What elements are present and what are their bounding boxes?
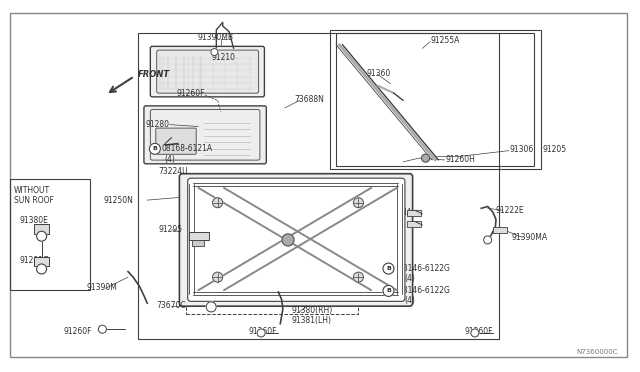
Text: B: B [386, 288, 391, 294]
Text: FRONT: FRONT [138, 70, 170, 79]
FancyBboxPatch shape [179, 174, 413, 306]
Text: 91380(RH): 91380(RH) [292, 306, 333, 315]
Text: 91201G: 91201G [19, 256, 49, 265]
Text: 91360: 91360 [366, 69, 390, 78]
Text: 08146-6122G: 08146-6122G [398, 286, 450, 295]
Text: 91260F: 91260F [465, 327, 493, 336]
Text: (4): (4) [164, 155, 175, 164]
Text: 91390M: 91390M [86, 283, 117, 292]
Text: 91255A: 91255A [430, 36, 460, 45]
Text: (4): (4) [404, 296, 415, 305]
Text: N7360000C: N7360000C [576, 349, 618, 355]
Text: 08146-6122G: 08146-6122G [398, 264, 450, 273]
Text: B: B [386, 266, 391, 271]
Bar [34, 257, 49, 266]
FancyBboxPatch shape [156, 128, 196, 154]
Text: 91255A: 91255A [224, 244, 253, 253]
Circle shape [149, 143, 161, 154]
Text: WITHOUT: WITHOUT [14, 186, 50, 195]
Bar [407, 221, 421, 227]
Text: 91295: 91295 [159, 225, 183, 234]
Bar [330, 30, 541, 169]
Circle shape [36, 231, 47, 241]
Circle shape [211, 49, 218, 55]
Circle shape [212, 272, 223, 282]
Text: 91260F: 91260F [64, 327, 93, 336]
Text: B: B [152, 146, 157, 151]
Bar [336, 33, 534, 166]
Bar [407, 210, 421, 216]
Circle shape [282, 234, 294, 246]
Bar [493, 227, 507, 232]
Text: 91390M: 91390M [248, 283, 279, 292]
Text: -91318N: -91318N [351, 248, 383, 257]
Text: 91260F: 91260F [177, 89, 205, 98]
Bar [189, 232, 209, 240]
Text: 91306: 91306 [509, 145, 534, 154]
Bar [192, 240, 204, 246]
Text: 73224U: 73224U [159, 167, 188, 176]
Circle shape [383, 263, 394, 274]
Circle shape [383, 285, 394, 296]
Text: 91381(LH): 91381(LH) [292, 316, 332, 325]
Text: 91250N: 91250N [104, 196, 134, 205]
Text: 91210: 91210 [211, 53, 236, 62]
FancyBboxPatch shape [144, 106, 266, 164]
Text: 73670C: 73670C [157, 301, 186, 310]
Bar [186, 199, 358, 314]
Circle shape [422, 154, 429, 162]
Circle shape [212, 198, 223, 208]
Text: 91280: 91280 [146, 120, 170, 129]
Bar [138, 33, 499, 339]
Text: 91390MA: 91390MA [512, 233, 548, 242]
FancyBboxPatch shape [188, 178, 405, 301]
Text: 91205: 91205 [543, 145, 567, 154]
Circle shape [206, 302, 216, 312]
Bar [10, 179, 90, 290]
Text: 91260H: 91260H [445, 155, 476, 164]
Bar [34, 224, 49, 234]
Circle shape [257, 329, 265, 337]
FancyBboxPatch shape [150, 46, 264, 97]
Circle shape [353, 272, 364, 282]
Circle shape [484, 236, 492, 244]
Circle shape [471, 329, 479, 337]
Text: 73688N: 73688N [294, 95, 324, 104]
Circle shape [99, 325, 106, 333]
Text: (4): (4) [404, 274, 415, 283]
Text: 91222E: 91222E [496, 206, 525, 215]
Text: SUN ROOF: SUN ROOF [14, 196, 54, 205]
FancyBboxPatch shape [157, 50, 259, 93]
Text: 08168-6121A: 08168-6121A [161, 144, 212, 153]
Text: 91260F: 91260F [248, 327, 277, 336]
Circle shape [353, 198, 364, 208]
Circle shape [36, 264, 47, 274]
Text: 91380E: 91380E [19, 216, 48, 225]
Text: 91390MB: 91390MB [197, 33, 233, 42]
Text: 91318NA: 91318NA [378, 208, 413, 217]
